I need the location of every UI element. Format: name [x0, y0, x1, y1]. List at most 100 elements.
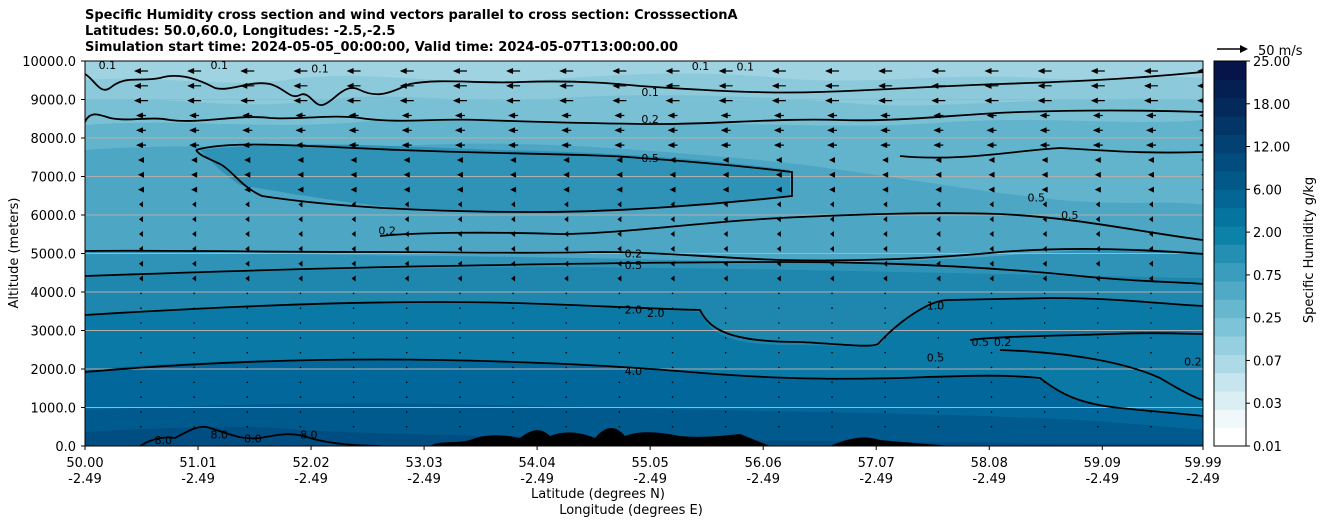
- x-tick-label-lon: -2.49: [68, 472, 102, 487]
- wind-vector: [1150, 307, 1152, 309]
- colorbar-segment: [1214, 354, 1246, 374]
- wind-vector: [1203, 381, 1205, 383]
- wind-vector: [508, 127, 519, 134]
- wind-vector: [1150, 351, 1152, 354]
- wind-vector: [351, 275, 356, 282]
- wind-vector: [723, 201, 728, 208]
- colorbar-segment: [1214, 427, 1246, 447]
- y-tick-label: 0.0: [55, 440, 76, 455]
- x-tick-label-lon: -2.49: [1085, 472, 1119, 487]
- wind-vector: [776, 216, 781, 223]
- wind-vector: [1147, 156, 1154, 163]
- wind-vector: [722, 156, 729, 163]
- wind-vector: [245, 245, 250, 252]
- wind-vector: [193, 351, 195, 354]
- wind-vector: [140, 425, 142, 428]
- wind-vector: [1143, 82, 1158, 89]
- wind-vector: [563, 156, 570, 163]
- wind-vector: [1095, 216, 1100, 223]
- wind-vector: [1150, 292, 1152, 295]
- wind-vector: [776, 245, 781, 252]
- colorbar-segment: [1214, 317, 1246, 337]
- wind-vector: [723, 231, 728, 238]
- contour-label: 0.2: [641, 113, 659, 126]
- wind-vector: [246, 351, 249, 354]
- wind-vector: [990, 396, 993, 398]
- wind-vector: [990, 381, 993, 384]
- y-tick-label: 3000.0: [31, 325, 77, 340]
- wind-vector: [512, 366, 514, 369]
- wind-vector: [192, 245, 197, 252]
- wind-vector: [352, 425, 355, 428]
- wind-vector: [935, 186, 942, 193]
- contour-0.2-lower: [85, 248, 1203, 262]
- wind-vector: [1203, 322, 1205, 324]
- wind-vector: [671, 307, 674, 309]
- wind-vector: [561, 127, 572, 134]
- wind-vector: [937, 292, 940, 295]
- x-tick-label-lat: 51.01: [179, 456, 216, 471]
- wind-vector: [1203, 367, 1205, 369]
- wind-vector: [617, 231, 622, 238]
- y-tick-label: 7000.0: [31, 171, 77, 186]
- wind-vector: [293, 97, 308, 104]
- wind-vector: [830, 216, 835, 223]
- x-tick-label-lat: 59.99: [1184, 456, 1221, 471]
- x-tick-label-lat: 52.02: [292, 456, 329, 471]
- wind-vector: [346, 82, 361, 89]
- wind-vector: [352, 307, 355, 309]
- contour-label: 0.2: [378, 224, 396, 237]
- wind-vector: [617, 260, 622, 267]
- wind-vector: [565, 307, 568, 309]
- wind-vector: [140, 396, 142, 398]
- wind-vector: [771, 82, 786, 89]
- wind-vector: [1042, 245, 1047, 252]
- wind-vector: [246, 396, 249, 398]
- contour-label: 0.1: [99, 59, 117, 72]
- wind-vector: [1037, 68, 1052, 75]
- colorbar-segment: [1214, 189, 1246, 209]
- wind-vector: [456, 156, 463, 163]
- wind-vector: [189, 112, 200, 119]
- wind-vector: [511, 245, 516, 252]
- wind-vector: [457, 216, 462, 223]
- wind-vector: [459, 307, 461, 309]
- wind-vector: [671, 337, 674, 339]
- wind-vector: [984, 68, 999, 75]
- wind-vector: [671, 292, 674, 295]
- wind-vector: [720, 127, 731, 134]
- wind-vector: [1148, 260, 1153, 267]
- wind-vector: [618, 322, 621, 324]
- wind-vector: [405, 411, 408, 413]
- wind-vector: [989, 231, 994, 238]
- wind-vector: [671, 396, 674, 398]
- wind-vector: [1092, 127, 1103, 134]
- wind-vector: [1043, 425, 1046, 428]
- colorbar-segment: [1214, 299, 1246, 319]
- wind-vector: [931, 68, 946, 75]
- contour-label: 0.5: [625, 259, 643, 272]
- wind-vector: [1094, 186, 1101, 193]
- wind-vector: [456, 186, 463, 193]
- wind-vector: [1143, 68, 1158, 75]
- wind-vector: [457, 231, 462, 238]
- colorbar-tick-label: 0.01: [1253, 440, 1282, 455]
- wind-vector: [401, 142, 412, 149]
- wind-vector: [1148, 275, 1153, 282]
- wind-vector: [1090, 97, 1105, 104]
- wind-vector: [773, 112, 784, 119]
- wind-vector: [1145, 127, 1156, 134]
- wind-vector: [348, 112, 359, 119]
- contour-label: 0.5: [972, 336, 990, 349]
- wind-vector: [512, 322, 514, 324]
- wind-vector: [1203, 411, 1205, 413]
- wind-vector: [830, 231, 835, 238]
- x-axis-label-2: Longitude (degrees E): [559, 503, 703, 518]
- wind-vector: [193, 322, 195, 324]
- wind-vector: [990, 292, 993, 295]
- wind-vector: [831, 307, 833, 309]
- wind-vector: [990, 307, 993, 309]
- wind-vector: [1097, 425, 1099, 428]
- wind-vector: [135, 112, 146, 119]
